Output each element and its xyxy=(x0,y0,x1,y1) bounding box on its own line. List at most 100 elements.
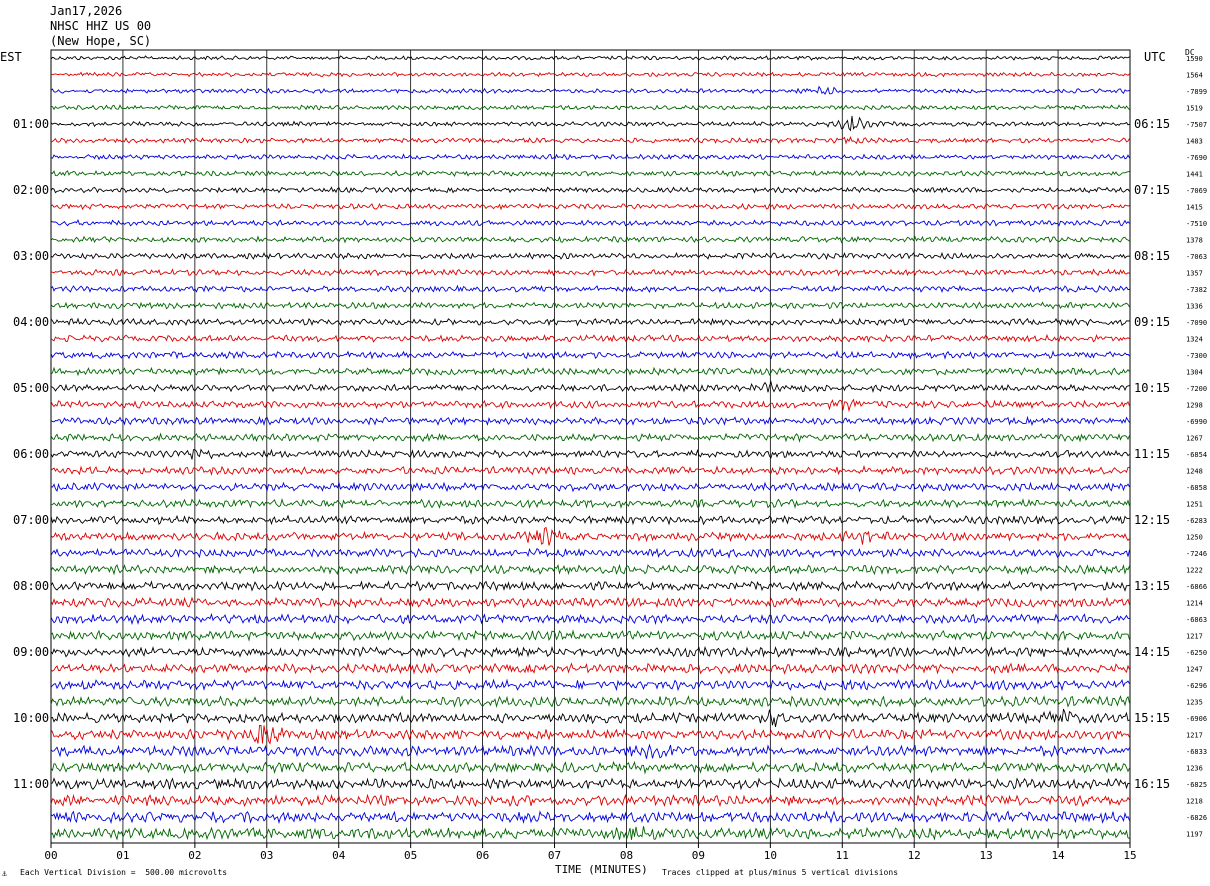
est-hour-label: 11:00 xyxy=(13,777,49,791)
dc-offset-label: 1217 xyxy=(1186,732,1203,740)
dc-offset-label: 1248 xyxy=(1186,468,1203,476)
dc-offset-label: 1236 xyxy=(1186,765,1203,773)
dc-offset-label: 1304 xyxy=(1186,369,1203,377)
seismic-trace xyxy=(50,380,1130,394)
dc-offset-label: 1519 xyxy=(1186,105,1203,113)
est-hour-label: 05:00 xyxy=(13,381,49,395)
x-tick-label: 01 xyxy=(116,849,129,862)
dc-offset-label: -7063 xyxy=(1186,253,1207,261)
est-hour-label: 04:00 xyxy=(13,315,49,329)
seismic-trace xyxy=(50,71,1130,78)
footer-mark: ⚓ xyxy=(2,869,7,878)
seismic-trace xyxy=(50,526,1130,546)
dc-offset-label: -7069 xyxy=(1186,187,1207,195)
seismic-trace xyxy=(50,777,1130,791)
seismic-trace xyxy=(50,793,1130,808)
x-tick-label: 05 xyxy=(404,849,417,862)
vertical-scale-note: Each Vertical Division = 500.00 microvol… xyxy=(20,868,228,877)
seismic-trace xyxy=(50,662,1130,675)
est-hour-label: 06:00 xyxy=(13,447,49,461)
seismic-trace xyxy=(50,826,1130,841)
x-tick-label: 06 xyxy=(476,849,489,862)
dc-offset-label: 1564 xyxy=(1186,72,1203,80)
utc-hour-label: 13:15 xyxy=(1134,579,1170,593)
seismic-trace xyxy=(50,169,1130,177)
utc-hour-label: 11:15 xyxy=(1134,447,1170,461)
seismic-trace xyxy=(51,497,1130,509)
seismic-trace xyxy=(50,235,1130,244)
seismic-trace xyxy=(50,398,1130,413)
dc-offset-header: DC xyxy=(1185,48,1195,57)
seismic-trace xyxy=(50,55,1130,61)
seismic-trace xyxy=(50,301,1130,310)
utc-hour-label: 14:15 xyxy=(1134,645,1170,659)
dc-offset-label: -6854 xyxy=(1186,451,1207,459)
x-tick-label: 11 xyxy=(836,849,849,862)
dc-offset-label: -6866 xyxy=(1186,583,1207,591)
x-tick-label: 13 xyxy=(980,849,993,862)
dc-offset-label: 1415 xyxy=(1186,204,1203,212)
dc-offset-label: -7382 xyxy=(1186,286,1207,294)
seismic-trace xyxy=(50,708,1130,727)
dc-offset-label: -7899 xyxy=(1186,88,1207,96)
seismic-trace xyxy=(50,646,1130,659)
x-tick-label: 00 xyxy=(44,849,57,862)
seismic-trace xyxy=(50,317,1130,327)
dc-offset-label: -6833 xyxy=(1186,748,1207,756)
x-tick-label: 14 xyxy=(1051,849,1065,862)
dc-offset-label: -6283 xyxy=(1186,517,1207,525)
plot-frame xyxy=(50,49,1131,844)
seismic-trace xyxy=(50,333,1130,343)
seismic-trace xyxy=(50,629,1130,642)
seismic-trace xyxy=(50,448,1130,460)
dc-offset-label: 1235 xyxy=(1186,699,1203,707)
dc-offset-label: -7690 xyxy=(1186,154,1207,162)
est-hour-label: 09:00 xyxy=(13,645,49,659)
station-code: NHSC HHZ US 00 xyxy=(50,19,152,33)
utc-hour-label: 07:15 xyxy=(1134,183,1170,197)
left-timezone-label: EST xyxy=(0,50,22,64)
est-hour-label: 07:00 xyxy=(13,513,49,527)
dc-offset-label: -6296 xyxy=(1186,682,1207,690)
seismic-trace xyxy=(50,251,1130,261)
dc-offset-label: 1324 xyxy=(1186,336,1203,344)
dc-offset-label: -6826 xyxy=(1186,814,1207,822)
seismic-trace xyxy=(50,563,1130,576)
utc-hour-label: 16:15 xyxy=(1134,777,1170,791)
dc-offset-label: -6858 xyxy=(1186,484,1207,492)
dc-offset-label: 1336 xyxy=(1186,303,1203,311)
dc-offset-label: -7507 xyxy=(1186,121,1207,129)
seismic-trace xyxy=(50,810,1130,825)
utc-hour-label: 09:15 xyxy=(1134,315,1170,329)
seismic-trace xyxy=(50,547,1130,559)
utc-hour-label: 10:15 xyxy=(1134,381,1170,395)
station-location: (New Hope, SC) xyxy=(50,34,152,48)
clip-note: Traces clipped at plus/minus 5 vertical … xyxy=(662,868,899,877)
seismic-trace xyxy=(50,136,1130,145)
seismic-trace xyxy=(50,115,1130,132)
dc-offset-label: -7090 xyxy=(1186,319,1207,327)
seismic-trace xyxy=(50,743,1130,759)
seismic-trace xyxy=(50,596,1130,609)
dc-offset-label: -7510 xyxy=(1186,220,1207,228)
est-hour-label: 03:00 xyxy=(13,249,49,263)
dc-offset-label: -6990 xyxy=(1186,418,1207,426)
dc-offset-label: 1247 xyxy=(1186,666,1203,674)
seismic-trace xyxy=(50,514,1130,526)
dc-offset-label: 1222 xyxy=(1186,567,1203,575)
utc-hour-label: 06:15 xyxy=(1134,117,1170,131)
seismic-trace xyxy=(50,284,1130,294)
dc-offset-label: 1357 xyxy=(1186,270,1203,278)
seismic-trace xyxy=(50,268,1130,277)
x-tick-label: 04 xyxy=(332,849,346,862)
dc-offset-label: -6863 xyxy=(1186,616,1207,624)
seismic-trace xyxy=(50,760,1130,775)
dc-offset-label: -6825 xyxy=(1186,781,1207,789)
dc-offset-label: 1378 xyxy=(1186,237,1203,245)
x-axis-title: TIME (MINUTES) xyxy=(555,863,648,876)
dc-offset-label: 1251 xyxy=(1186,501,1203,509)
seismic-trace xyxy=(50,612,1130,626)
seismic-trace xyxy=(50,202,1130,211)
dc-offset-label: 1298 xyxy=(1186,402,1203,410)
